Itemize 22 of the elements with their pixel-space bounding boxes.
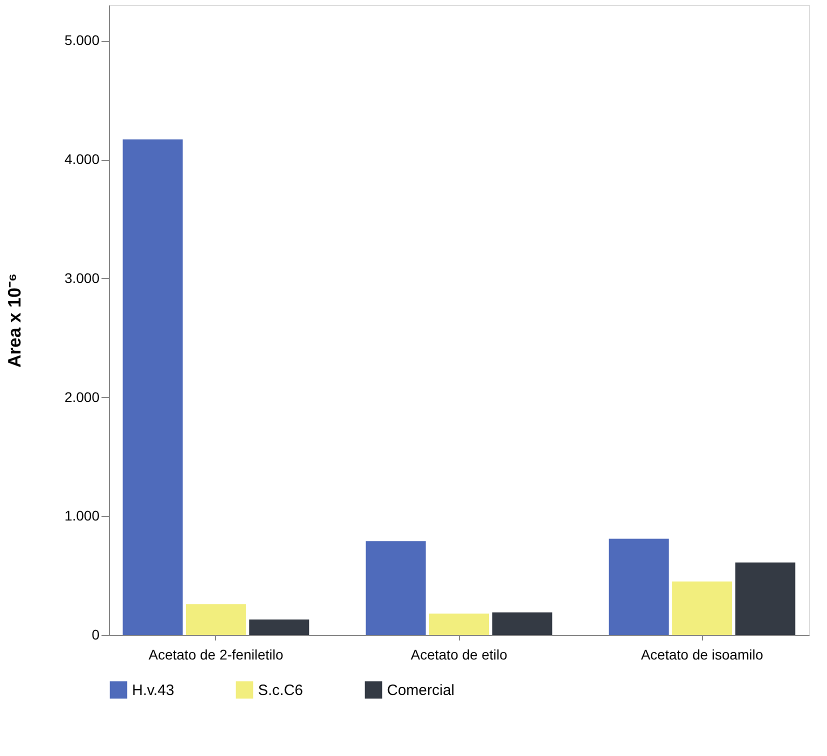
bar — [735, 562, 796, 635]
bar — [492, 612, 552, 635]
bar — [186, 604, 246, 635]
legend-label: Comercial — [387, 682, 455, 699]
x-tick-label: Acetato de isoamilo — [640, 646, 764, 662]
y-tick-label: 1.000 — [64, 508, 100, 524]
y-tick-label: 0 — [92, 626, 100, 642]
legend-label: S.c.C6 — [258, 682, 304, 699]
bar — [122, 139, 183, 635]
bar — [366, 541, 426, 635]
y-tick-label: 5.000 — [64, 32, 100, 48]
bar — [249, 620, 310, 635]
bar — [672, 582, 732, 635]
y-tick-label: 2.000 — [64, 388, 100, 405]
y-tick-label: 4.000 — [64, 151, 100, 168]
x-tick-label: Acetato de 2-feniletilo — [148, 646, 284, 662]
legend-label: H.v.43 — [132, 682, 174, 699]
y-axis-title: Area x 10⁻⁶ — [4, 273, 24, 368]
y-tick-label: 3.000 — [64, 270, 100, 286]
x-tick-label: Acetato de etilo — [410, 646, 508, 662]
bar — [608, 538, 669, 635]
bar — [429, 614, 489, 635]
